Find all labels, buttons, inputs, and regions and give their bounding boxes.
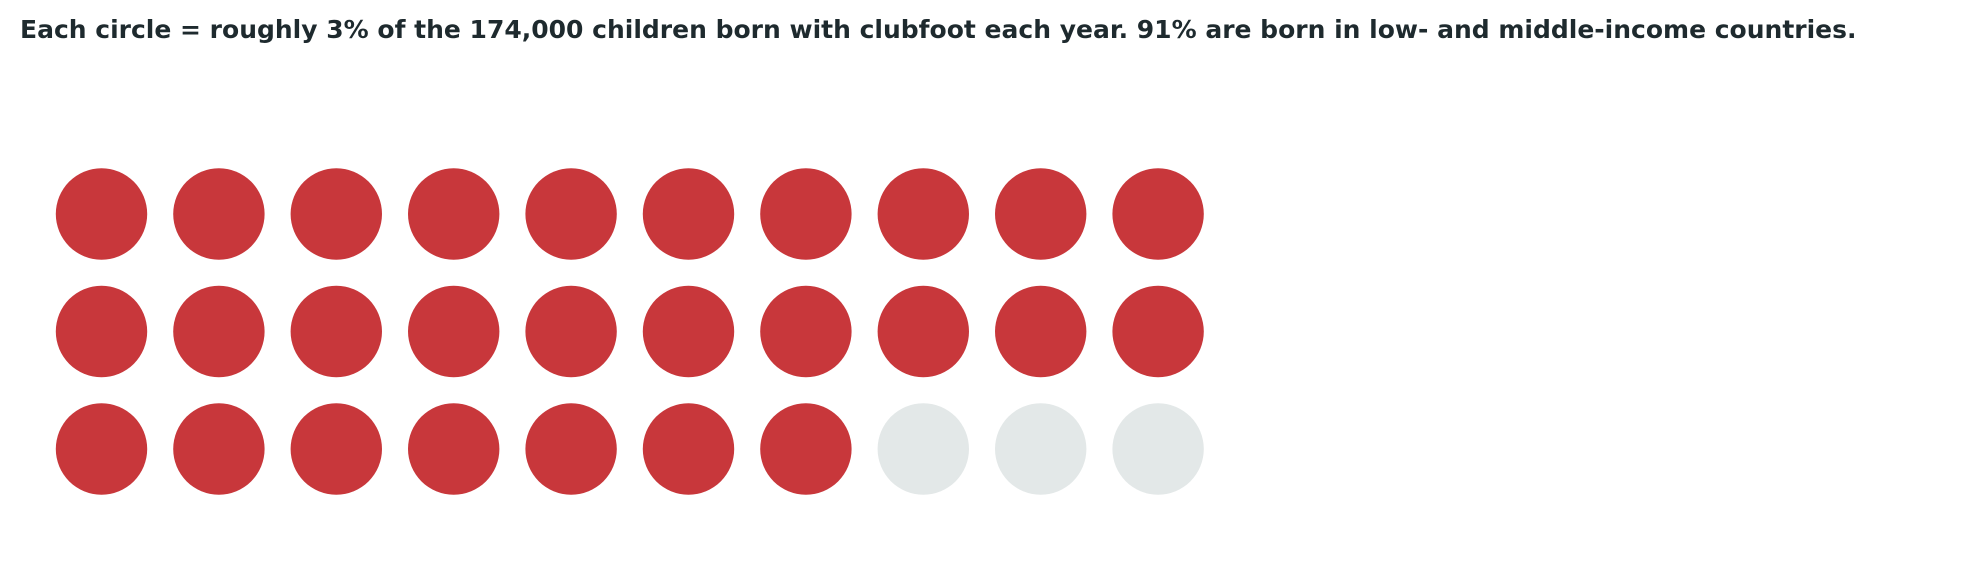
- waffle-circle: [55, 168, 148, 260]
- waffle-circle: [877, 168, 969, 260]
- waffle-circle: [1112, 285, 1204, 378]
- waffle-circle: [994, 285, 1087, 378]
- waffle-circle: [290, 285, 382, 378]
- waffle-circle: [408, 285, 500, 378]
- waffle-circle: [525, 168, 617, 260]
- waffle-circle: [408, 403, 500, 495]
- waffle-circle: [994, 403, 1087, 495]
- waffle-circle: [760, 285, 852, 378]
- waffle-circle: [642, 285, 735, 378]
- waffle-circle: [525, 403, 617, 495]
- chart-title: Each circle = roughly 3% of the 174,000 …: [20, 15, 1857, 44]
- waffle-circle: [642, 168, 735, 260]
- waffle-circle: [290, 403, 382, 495]
- waffle-circle: [173, 403, 265, 495]
- waffle-circle: [877, 285, 969, 378]
- waffle-circle: [173, 285, 265, 378]
- waffle-circle: [408, 168, 500, 260]
- waffle-circle: [525, 285, 617, 378]
- waffle-circle: [290, 168, 382, 260]
- waffle-circle: [760, 168, 852, 260]
- waffle-circle: [877, 403, 969, 495]
- waffle-circle: [173, 168, 265, 260]
- waffle-circle: [642, 403, 735, 495]
- waffle-circle: [55, 285, 148, 378]
- waffle-circle: [760, 403, 852, 495]
- waffle-circle: [1112, 168, 1204, 260]
- waffle-circle: [994, 168, 1087, 260]
- waffle-circle: [1112, 403, 1204, 495]
- waffle-circle: [55, 403, 148, 495]
